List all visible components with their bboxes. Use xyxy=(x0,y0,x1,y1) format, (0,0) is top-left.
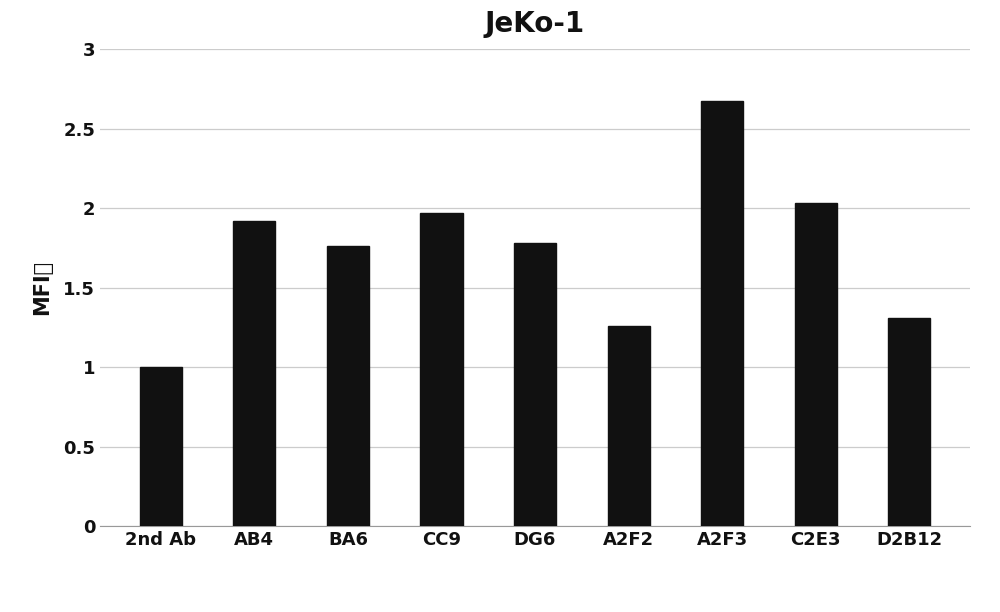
Title: JeKo-1: JeKo-1 xyxy=(485,10,585,39)
Bar xyxy=(327,246,369,526)
Bar xyxy=(701,102,743,526)
Y-axis label: MFI比: MFI比 xyxy=(32,260,52,315)
Bar xyxy=(420,213,462,526)
Bar xyxy=(514,243,556,526)
Bar xyxy=(608,326,650,526)
Bar xyxy=(888,318,930,526)
Bar xyxy=(233,221,275,526)
Bar xyxy=(140,367,182,526)
Bar xyxy=(795,203,837,526)
